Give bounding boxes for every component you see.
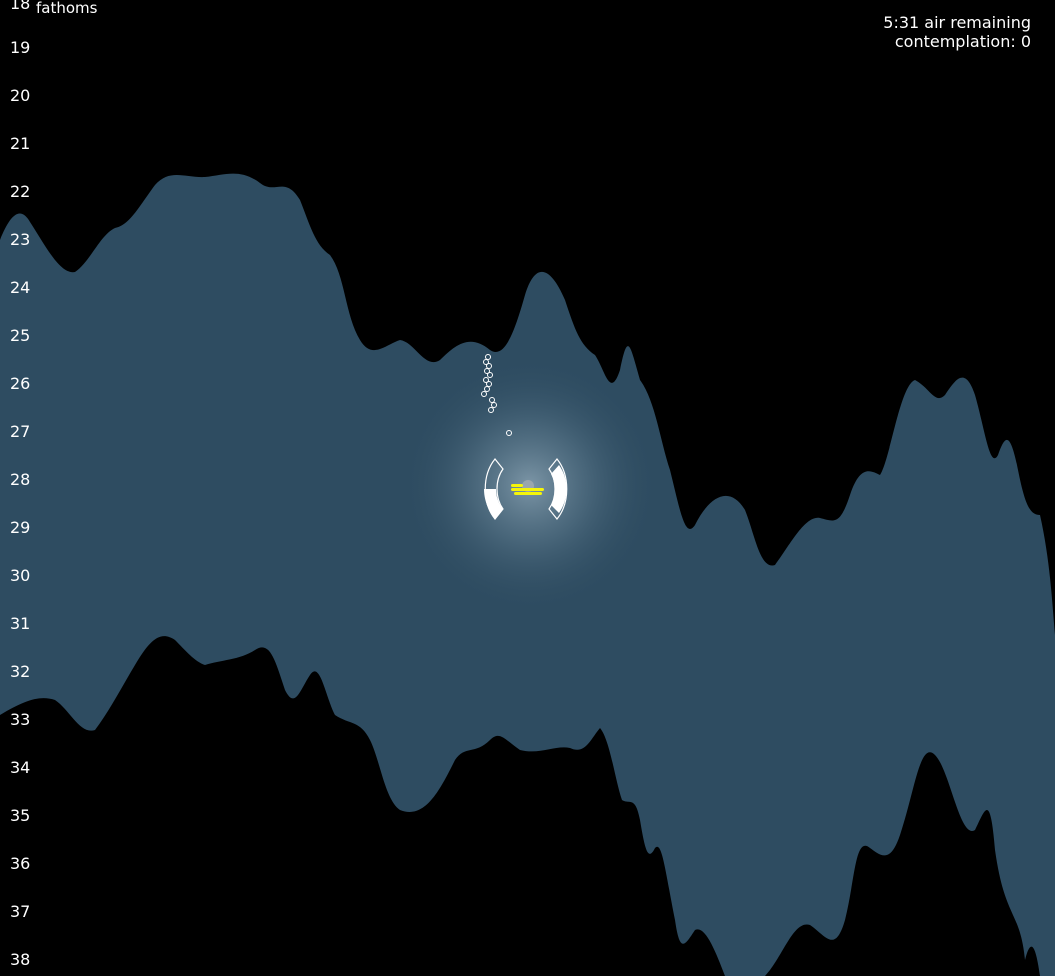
bubble-icon bbox=[481, 354, 512, 436]
depth-label: 27 bbox=[10, 422, 31, 441]
depth-label: 23 bbox=[10, 230, 31, 249]
depth-label: 36 bbox=[10, 854, 31, 873]
depth-label: 29 bbox=[10, 518, 31, 537]
depth-label: 37 bbox=[10, 902, 31, 921]
diver-icon bbox=[511, 480, 544, 495]
depth-label: 22 bbox=[10, 182, 31, 201]
depth-label: 35 bbox=[10, 806, 31, 825]
depth-label: 38 bbox=[10, 950, 31, 969]
depth-label: 26 bbox=[10, 374, 31, 393]
depth-unit-label: fathoms bbox=[36, 0, 98, 17]
air-remaining-text: 5:31 air remaining bbox=[883, 13, 1031, 32]
contemplation-text: contemplation: 0 bbox=[894, 32, 1031, 51]
depth-label: 25 bbox=[10, 326, 31, 345]
depth-label: 19 bbox=[10, 38, 31, 57]
depth-label: 30 bbox=[10, 566, 31, 585]
depth-label: 32 bbox=[10, 662, 31, 681]
depth-label: 21 bbox=[10, 134, 31, 153]
depth-label: 24 bbox=[10, 278, 31, 297]
hud: 5:31 air remaining contemplation: 0 bbox=[883, 13, 1031, 51]
depth-label: 31 bbox=[10, 614, 31, 633]
depth-label: 20 bbox=[10, 86, 31, 105]
depth-label: 34 bbox=[10, 758, 31, 777]
air-gauge-icon bbox=[484, 458, 568, 520]
depth-label: 18 bbox=[10, 0, 31, 13]
depth-label: 28 bbox=[10, 470, 31, 489]
depth-label: 33 bbox=[10, 710, 31, 729]
